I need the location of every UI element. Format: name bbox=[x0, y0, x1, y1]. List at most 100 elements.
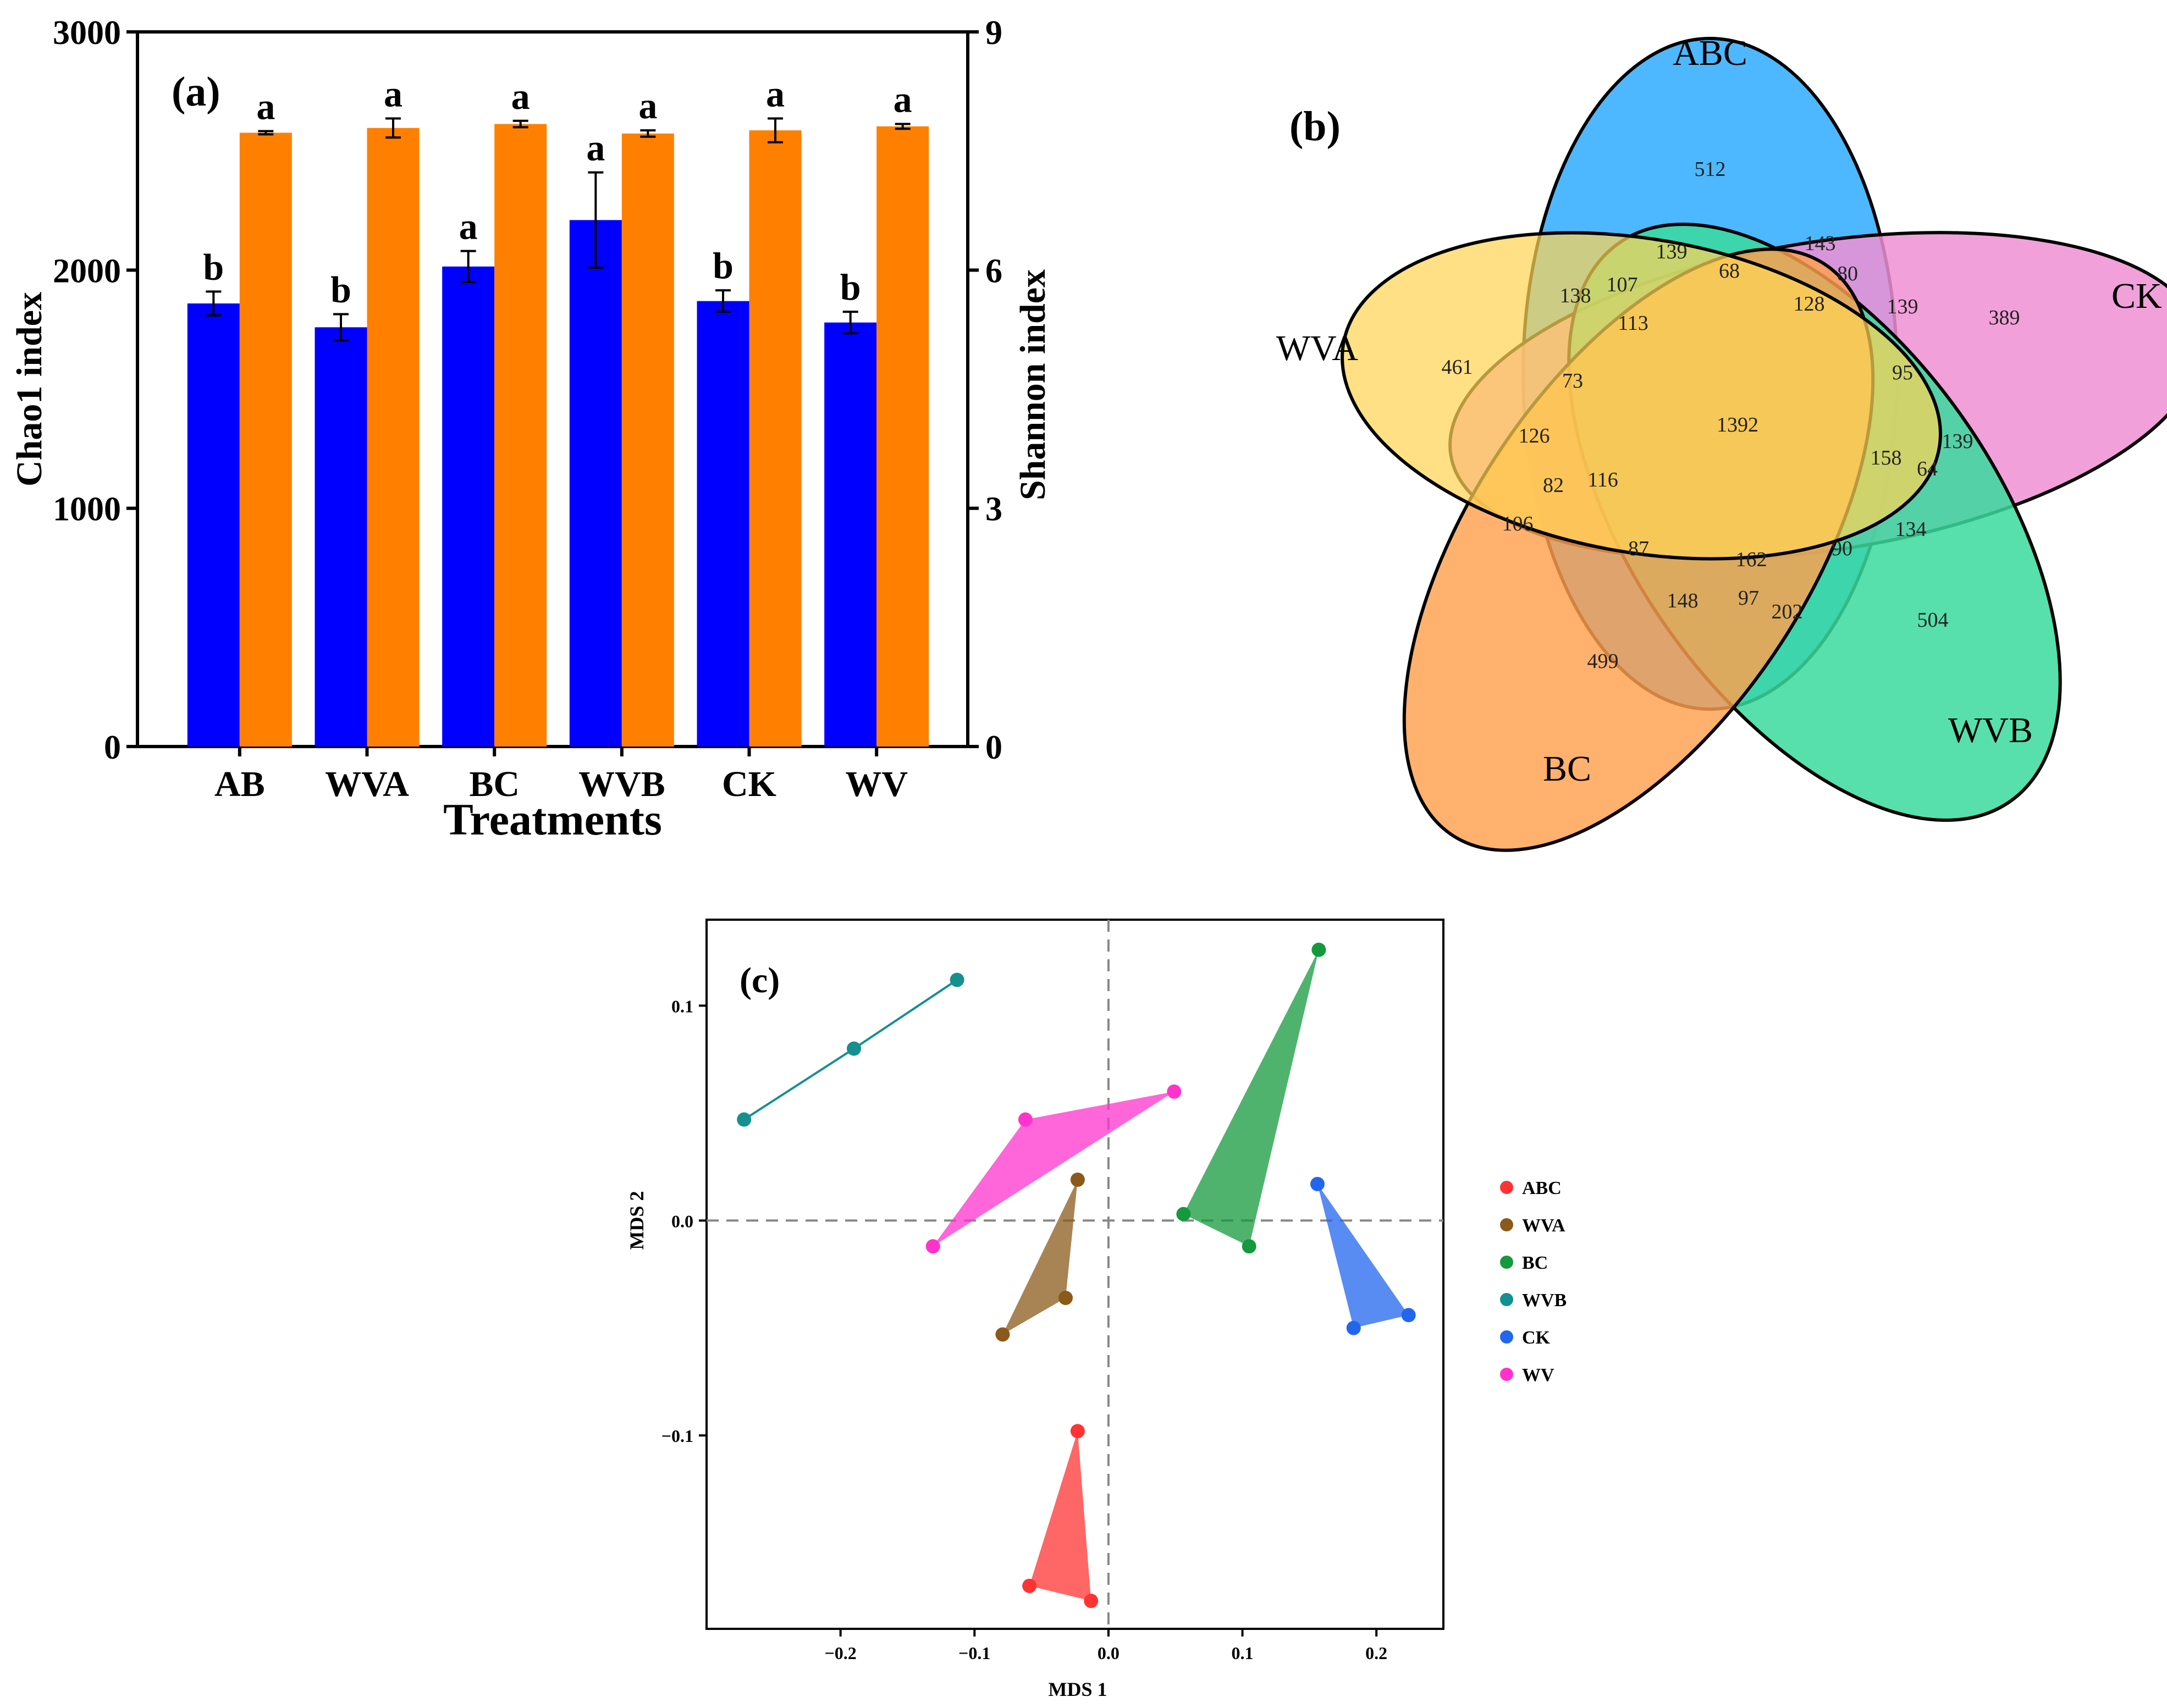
panel-a-right-axis-title: Shannon index bbox=[1013, 269, 1053, 500]
venn-label-wva: WVA bbox=[1276, 328, 1358, 368]
series-ck-point bbox=[1401, 1308, 1416, 1323]
right-axis-tick-label: 9 bbox=[985, 14, 1002, 52]
bar-shannon bbox=[749, 130, 802, 747]
series-wva-point bbox=[1058, 1291, 1073, 1305]
series-bc-point bbox=[1176, 1207, 1191, 1221]
venn-count: 80 bbox=[1837, 262, 1858, 285]
venn-label-ck: CK bbox=[2111, 276, 2162, 316]
panel-c-series bbox=[737, 942, 1416, 1608]
venn-count: 116 bbox=[1587, 468, 1618, 491]
legend-label-bc: BC bbox=[1522, 1253, 1548, 1273]
series-wvb-point bbox=[847, 1041, 861, 1056]
venn-count: 73 bbox=[1562, 369, 1583, 393]
series-ck-point bbox=[1346, 1320, 1361, 1335]
x-axis-tick-label: 0.2 bbox=[1365, 1643, 1387, 1663]
x-axis-tick-label: WVB bbox=[578, 764, 665, 804]
legend-marker-wv bbox=[1500, 1368, 1513, 1381]
venn-count: 82 bbox=[1543, 474, 1564, 497]
panel-c-axes: −0.2 −0.1 0.0 0.1 0.2 −0.1 0.0 0.1 bbox=[661, 996, 1387, 1663]
y-axis-tick-label: −0.1 bbox=[661, 1426, 693, 1446]
significance-letter: a bbox=[766, 73, 785, 114]
legend-marker-bc bbox=[1500, 1256, 1513, 1269]
panel-c-zero-lines bbox=[707, 920, 1443, 1629]
venn-count: 139 bbox=[1656, 240, 1688, 263]
panel-b-venn-diagram: (b) ABC CK WVB BC WVA 512 389 504 499 46… bbox=[1276, 33, 2167, 852]
left-axis-tick-label: 3000 bbox=[53, 14, 121, 52]
bar-shannon bbox=[494, 124, 547, 747]
legend-label-abc: ABC bbox=[1522, 1178, 1562, 1198]
venn-count: 97 bbox=[1738, 587, 1759, 610]
venn-count: 138 bbox=[1560, 284, 1591, 307]
series-wv-hull bbox=[933, 1091, 1175, 1247]
panel-c-x-axis-title: MDS 1 bbox=[1049, 1678, 1107, 1700]
venn-count: 134 bbox=[1895, 518, 1927, 541]
bar-shannon bbox=[367, 128, 420, 747]
x-axis-tick-label: 0.1 bbox=[1232, 1643, 1254, 1663]
series-ck-point bbox=[1310, 1176, 1325, 1191]
significance-letter: a bbox=[459, 206, 478, 247]
panel-a-label: (a) bbox=[172, 69, 220, 115]
right-axis-tick-label: 3 bbox=[985, 491, 1002, 528]
x-axis-tick-label: AB bbox=[214, 764, 265, 804]
y-axis-tick-label: 0.0 bbox=[671, 1211, 693, 1231]
venn-label-abc: ABC bbox=[1673, 33, 1747, 73]
x-axis-tick-label: WV bbox=[845, 764, 908, 804]
right-axis-tick-label: 0 bbox=[985, 729, 1002, 766]
legend-marker-wvb bbox=[1500, 1293, 1513, 1306]
x-axis-tick-label: −0.1 bbox=[958, 1643, 990, 1663]
legend-label-ck: CK bbox=[1522, 1328, 1551, 1348]
x-axis-tick-label: −0.2 bbox=[825, 1643, 857, 1663]
panel-a-plot-frame bbox=[136, 30, 969, 748]
panel-b-label: (b) bbox=[1289, 103, 1341, 150]
series-wv-point bbox=[1167, 1084, 1182, 1099]
left-axis-tick-label: 0 bbox=[104, 729, 121, 766]
venn-count: 90 bbox=[1832, 537, 1852, 560]
x-axis-tick-label: 0.0 bbox=[1098, 1643, 1120, 1663]
series-wv-point bbox=[925, 1239, 940, 1254]
series-wva-point bbox=[1070, 1173, 1085, 1187]
bar-chao1 bbox=[697, 301, 749, 747]
venn-count: 128 bbox=[1794, 292, 1825, 316]
panel-a-left-axis: 0 1000 2000 3000 bbox=[53, 14, 137, 766]
venn-count: 95 bbox=[1892, 361, 1913, 384]
panel-c-y-axis-title: MDS 2 bbox=[626, 1191, 648, 1250]
left-axis-tick-label: 1000 bbox=[53, 491, 121, 528]
venn-count: 461 bbox=[1442, 356, 1473, 379]
venn-label-wvb: WVB bbox=[1948, 710, 2033, 750]
significance-letter: b bbox=[330, 269, 351, 311]
series-bc-point bbox=[1242, 1239, 1256, 1254]
venn-count: 107 bbox=[1607, 273, 1638, 296]
venn-count: 148 bbox=[1667, 589, 1699, 612]
venn-count: 87 bbox=[1628, 537, 1649, 560]
venn-count: 158 bbox=[1871, 446, 1902, 469]
legend-marker-abc bbox=[1500, 1181, 1513, 1194]
significance-letter: b bbox=[713, 245, 734, 286]
significance-letter: a bbox=[586, 127, 605, 169]
venn-count: 106 bbox=[1502, 512, 1534, 535]
venn-count: 113 bbox=[1618, 312, 1648, 335]
series-bc-hull bbox=[1183, 949, 1319, 1247]
venn-count: 504 bbox=[1917, 609, 1949, 632]
panel-c-legend: ABC WVA BC WVB CK WV bbox=[1500, 1178, 1567, 1385]
bar-chao1 bbox=[187, 303, 240, 747]
legend-label-wv: WV bbox=[1522, 1365, 1554, 1385]
right-axis-tick-label: 6 bbox=[985, 252, 1002, 290]
bar-chao1 bbox=[569, 220, 622, 747]
x-axis-tick-label: CK bbox=[722, 764, 776, 804]
panel-a-x-axis-title: Treatments bbox=[443, 794, 662, 844]
venn-count: 1392 bbox=[1717, 413, 1758, 436]
venn-count: 139 bbox=[1887, 295, 1918, 318]
x-axis-tick-label: BC bbox=[469, 764, 520, 804]
venn-count: 389 bbox=[1989, 306, 2020, 329]
series-wva-point bbox=[995, 1327, 1010, 1342]
bar-chao1 bbox=[824, 322, 877, 747]
series-abc-point bbox=[1070, 1424, 1085, 1439]
significance-letter: b bbox=[840, 266, 861, 308]
legend-label-wvb: WVB bbox=[1522, 1290, 1567, 1311]
series-abc-point bbox=[1022, 1578, 1037, 1593]
series-ck-hull bbox=[1317, 1184, 1409, 1328]
venn-count: 202 bbox=[1772, 600, 1803, 623]
series-wvb-point bbox=[737, 1112, 752, 1127]
venn-count: 139 bbox=[1942, 430, 1973, 453]
